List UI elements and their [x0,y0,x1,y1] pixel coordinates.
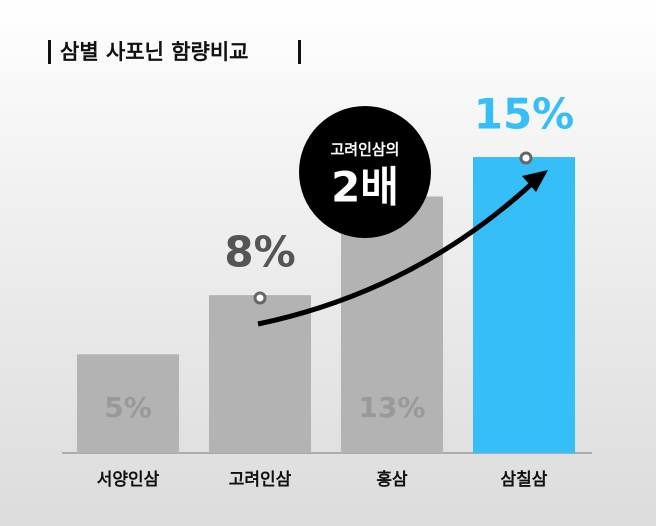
badge-caption: 고려인삼의 [330,141,399,159]
arrow [257,174,542,327]
bar [77,354,179,453]
arrow-head [522,170,548,192]
badge-value: 2배 [331,163,399,212]
value-label: 15% [474,90,575,139]
x-tick-label: 고려인삼 [229,470,292,490]
value-label: 5% [104,391,152,424]
plot: 서양인삼 5% 고려인삼 8% 홍삼 13% 삼칠삼 15% [77,90,575,490]
value-label: 13% [358,391,425,424]
bar [341,196,443,453]
bar [209,295,311,453]
bar [473,157,575,453]
dot [253,291,267,305]
title-bar [298,40,301,64]
value-label: 8% [224,228,295,277]
x-tick-label: 홍삼 [376,469,408,490]
title-bar [48,40,51,64]
badge [299,106,431,238]
dot [519,151,533,165]
x-tick-label: 삼칠삼 [501,469,548,490]
x-tick-label: 서양인삼 [97,470,160,490]
chart-title: 삼별 사포닌 함량비교 [60,40,249,64]
